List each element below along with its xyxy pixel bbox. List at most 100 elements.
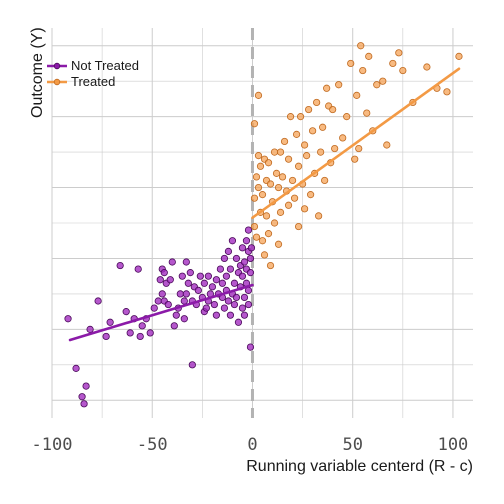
point-treated xyxy=(250,194,259,202)
point-treated xyxy=(258,191,267,199)
x-tick-label: -50 xyxy=(137,435,168,455)
point-not-treated xyxy=(72,364,80,372)
x-tick-label: 50 xyxy=(342,435,362,455)
point-not-treated xyxy=(230,279,239,287)
point-treated xyxy=(266,261,275,270)
point-not-treated xyxy=(202,304,210,312)
point-treated xyxy=(357,42,365,50)
point-not-treated xyxy=(220,254,229,263)
point-treated xyxy=(264,159,273,167)
point-treated xyxy=(383,141,391,149)
point-treated xyxy=(288,176,297,185)
point-not-treated xyxy=(224,247,233,255)
point-not-treated xyxy=(232,293,241,302)
point-treated xyxy=(254,91,263,99)
point-not-treated xyxy=(200,279,208,287)
point-not-treated xyxy=(122,308,130,316)
point-treated xyxy=(359,66,367,75)
point-treated xyxy=(309,127,317,135)
point-treated xyxy=(335,81,343,89)
legend-marker-not-treated xyxy=(53,62,61,70)
point-not-treated xyxy=(188,361,196,369)
point-treated xyxy=(294,222,303,231)
point-treated xyxy=(339,134,347,142)
point-treated xyxy=(303,152,311,160)
point-treated xyxy=(379,77,387,85)
point-not-treated xyxy=(168,258,176,266)
point-treated xyxy=(331,144,339,153)
point-not-treated xyxy=(182,258,190,266)
point-not-treated xyxy=(220,304,229,312)
point-not-treated xyxy=(224,297,233,305)
point-not-treated xyxy=(242,237,251,245)
point-not-treated xyxy=(240,258,249,266)
point-treated xyxy=(455,52,463,60)
point-treated xyxy=(284,201,293,209)
point-not-treated xyxy=(194,286,202,294)
point-treated xyxy=(321,176,329,185)
point-not-treated xyxy=(204,272,212,280)
point-treated xyxy=(260,251,269,259)
point-not-treated xyxy=(210,300,218,309)
point-treated xyxy=(347,59,355,68)
point-treated xyxy=(423,63,431,71)
fit-lines xyxy=(68,67,461,342)
point-not-treated xyxy=(184,279,192,287)
point-treated xyxy=(395,49,403,57)
point-not-treated xyxy=(238,304,247,312)
point-not-treated xyxy=(154,297,162,305)
point-treated xyxy=(280,137,289,146)
point-treated xyxy=(399,66,407,75)
point-not-treated xyxy=(160,269,168,277)
point-not-treated xyxy=(138,322,146,330)
point-treated xyxy=(270,219,279,227)
point-not-treated xyxy=(238,272,247,280)
point-not-treated xyxy=(240,293,249,302)
point-not-treated xyxy=(228,237,237,245)
point-not-treated xyxy=(158,290,166,298)
point-treated xyxy=(262,212,271,220)
point-not-treated xyxy=(182,290,190,298)
point-not-treated xyxy=(180,297,188,305)
point-not-treated xyxy=(116,261,124,270)
point-not-treated xyxy=(232,254,241,263)
point-treated xyxy=(272,169,281,177)
x-tick-label: -100 xyxy=(32,435,73,455)
fit-line-not-treated xyxy=(68,283,254,342)
fit-line-treated xyxy=(251,67,461,219)
point-treated xyxy=(355,144,363,153)
point-not-treated xyxy=(156,276,164,284)
point-not-treated xyxy=(212,311,220,319)
point-treated xyxy=(305,105,313,114)
point-not-treated xyxy=(226,265,235,273)
point-not-treated xyxy=(172,311,180,319)
point-not-treated xyxy=(246,269,255,277)
point-treated xyxy=(313,98,321,107)
point-treated xyxy=(363,109,371,117)
point-treated xyxy=(296,113,305,121)
point-treated xyxy=(250,120,259,128)
point-not-treated xyxy=(196,272,204,280)
point-not-treated xyxy=(208,283,216,291)
point-treated xyxy=(300,141,309,149)
point-not-treated xyxy=(230,300,239,309)
point-treated xyxy=(252,173,261,181)
point-not-treated xyxy=(166,276,174,284)
point-not-treated xyxy=(246,343,255,351)
point-not-treated xyxy=(176,290,184,298)
point-not-treated xyxy=(82,382,90,390)
point-not-treated xyxy=(218,279,227,287)
point-treated xyxy=(317,148,325,156)
point-treated xyxy=(254,152,263,160)
point-not-treated xyxy=(146,329,154,337)
point-treated xyxy=(264,230,273,238)
point-treated xyxy=(290,194,299,202)
point-not-treated xyxy=(164,300,172,309)
y-axis-title: Outcome (Y) xyxy=(29,27,46,118)
x-axis-title: Running variable centerd (R - c) xyxy=(246,458,473,475)
point-treated xyxy=(389,59,397,68)
point-not-treated xyxy=(94,297,102,305)
point-treated xyxy=(256,162,265,170)
point-not-treated xyxy=(170,322,178,330)
